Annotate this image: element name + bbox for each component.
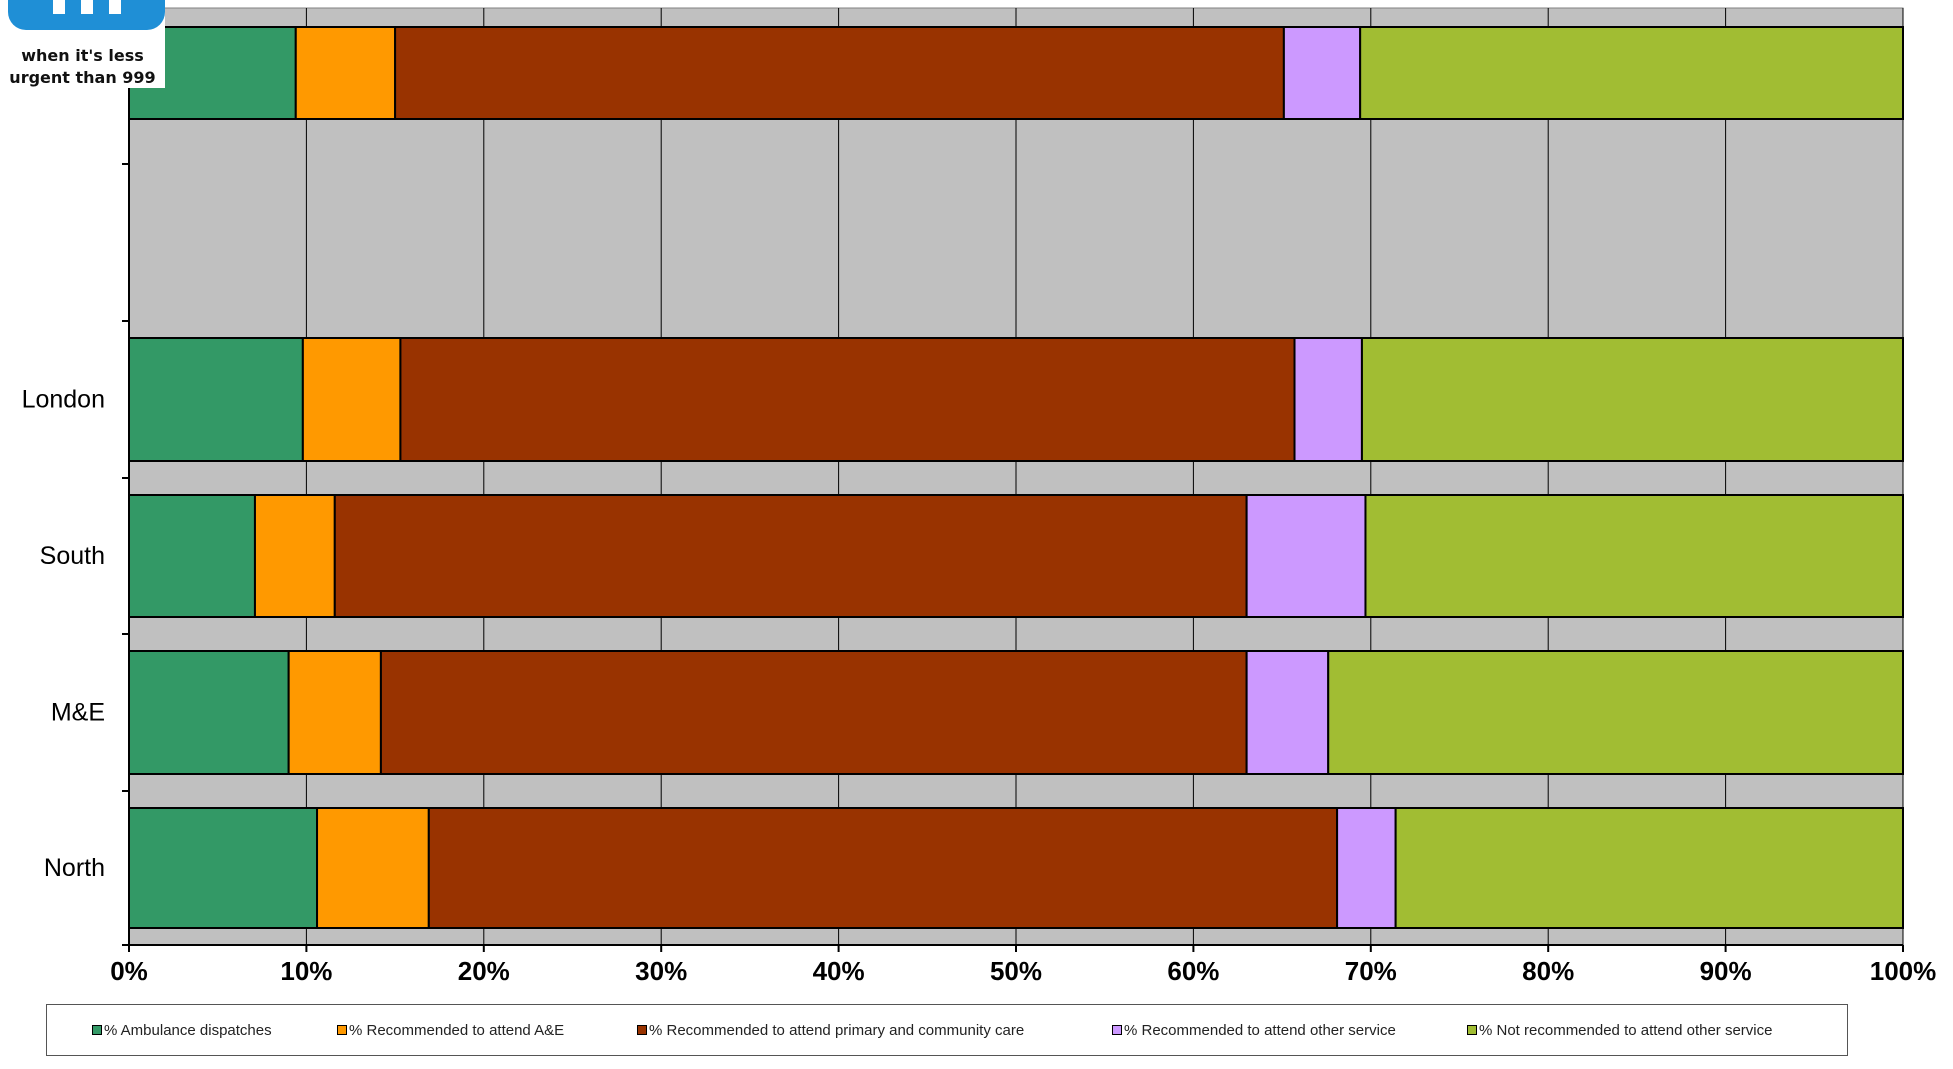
- bar-segment: [316, 807, 430, 929]
- category-label: North: [44, 854, 105, 882]
- logo-text-line1: when it's less: [21, 46, 144, 65]
- legend-label: % Recommended to attend A&E: [349, 1021, 565, 1039]
- legend-label: % Ambulance dispatches: [104, 1021, 272, 1039]
- bar-segment: [1245, 650, 1330, 775]
- legend-label: % Not recommended to attend other servic…: [1479, 1021, 1773, 1039]
- legend-swatch: [1112, 1025, 1122, 1035]
- x-tick-label: 70%: [1345, 956, 1397, 986]
- bar-segment: [1364, 494, 1904, 618]
- bar-segment: [333, 494, 1248, 618]
- bar-segment: [379, 650, 1248, 775]
- legend-swatch: [337, 1025, 347, 1035]
- legend-item: % Not recommended to attend other servic…: [1467, 1005, 1772, 1055]
- chart-legend: % Ambulance dispatches % Recommended to a…: [46, 1004, 1848, 1056]
- legend-label: % Recommended to attend primary and comm…: [649, 1021, 1025, 1039]
- x-tick-label: 10%: [280, 956, 332, 986]
- category-label: M&E: [51, 699, 105, 727]
- bar-segment: [1282, 26, 1362, 120]
- bar-segment: [1327, 650, 1904, 775]
- legend-swatch: [637, 1025, 647, 1035]
- bar-segment: [399, 337, 1296, 462]
- bar-segment: [394, 26, 1285, 120]
- x-tick-label: 90%: [1700, 956, 1752, 986]
- bar-segment: [427, 807, 1339, 929]
- stacked-bar-chart: All sitesLondonSouthM&ENorth0%10%20%30%4…: [19, 7, 1937, 986]
- category-label: South: [40, 542, 105, 570]
- x-tick-label: 40%: [813, 956, 865, 986]
- legend-swatch: [92, 1025, 102, 1035]
- bar-segment: [1359, 26, 1904, 120]
- x-tick-label: 30%: [635, 956, 687, 986]
- bar-segment: [128, 650, 290, 775]
- logo-text-line2: urgent than 999: [9, 68, 156, 87]
- bar-segment: [1293, 337, 1363, 462]
- legend-item: % Recommended to attend other service: [1112, 1005, 1396, 1055]
- x-tick-label: 50%: [990, 956, 1042, 986]
- bar-segment: [128, 807, 319, 929]
- x-tick-label: 100%: [1870, 956, 1937, 986]
- logo: when it's less urgent than 999: [0, 0, 165, 88]
- bar-segment: [1336, 807, 1397, 929]
- bar-segment: [1245, 494, 1367, 618]
- legend-item: % Ambulance dispatches: [92, 1005, 272, 1055]
- logo-badge: [8, 0, 165, 30]
- bar-segment: [1394, 807, 1904, 929]
- legend-item: % Recommended to attend primary and comm…: [637, 1005, 1024, 1055]
- bar-segment: [253, 494, 336, 618]
- legend-item: % Recommended to attend A&E: [337, 1005, 564, 1055]
- bar-segment: [128, 337, 304, 462]
- legend-swatch: [1467, 1025, 1477, 1035]
- bar-segment: [294, 26, 397, 120]
- bar-segment: [287, 650, 382, 775]
- logo-text: when it's less urgent than 999: [0, 45, 165, 89]
- x-tick-label: 0%: [110, 956, 148, 986]
- x-tick-label: 20%: [458, 956, 510, 986]
- bar-segment: [301, 337, 402, 462]
- category-label: London: [22, 386, 105, 414]
- legend-label: % Recommended to attend other service: [1124, 1021, 1396, 1039]
- x-tick-label: 60%: [1167, 956, 1219, 986]
- bar-segment: [1360, 337, 1905, 462]
- bar-segment: [128, 494, 256, 618]
- x-tick-label: 80%: [1522, 956, 1574, 986]
